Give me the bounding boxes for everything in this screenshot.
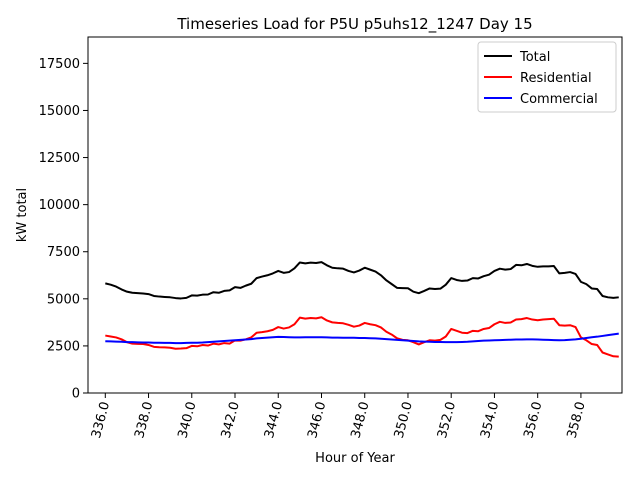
y-tick-label: 12500: [39, 151, 80, 166]
series-line-total: [105, 261, 619, 300]
x-tick-label: 338.0: [132, 400, 156, 440]
legend: Total Residential Commercial: [477, 41, 617, 113]
y-tick-label: 15000: [39, 104, 80, 119]
legend-label-commercial: Commercial: [520, 92, 598, 107]
y-tick-label: 10000: [39, 198, 80, 213]
x-tick-label: 340.0: [176, 400, 200, 440]
x-tick-label: 346.0: [305, 400, 329, 440]
legend-label-total: Total: [519, 50, 550, 65]
x-tick-label: 354.0: [478, 400, 502, 440]
chart-title: Timeseries Load for P5U p5uhs12_1247 Day…: [176, 15, 532, 34]
x-tick-label: 352.0: [435, 400, 459, 440]
y-tick-label: 5000: [47, 292, 80, 307]
x-tick-label: 342.0: [219, 400, 243, 440]
y-tick-label: 7500: [47, 245, 80, 260]
plot-frame: [87, 36, 623, 394]
legend-box: [477, 41, 617, 113]
x-tick-label: 348.0: [348, 400, 372, 440]
x-tick-label: 356.0: [521, 400, 545, 440]
series-line-commercial: [105, 332, 619, 345]
x-tick-label: 344.0: [262, 400, 286, 440]
y-axis-label: kW total: [15, 188, 30, 242]
y-tick-label: 17500: [39, 57, 80, 72]
y-tick-label: 0: [72, 387, 80, 402]
x-tick-label: 350.0: [392, 400, 416, 440]
x-tick-label: 336.0: [89, 400, 113, 440]
y-tick-label: 2500: [47, 339, 80, 354]
legend-label-residential: Residential: [520, 71, 592, 86]
x-tick-label: 358.0: [565, 400, 589, 440]
series-line-residential: [105, 316, 619, 358]
x-axis-label: Hour of Year: [315, 451, 395, 466]
